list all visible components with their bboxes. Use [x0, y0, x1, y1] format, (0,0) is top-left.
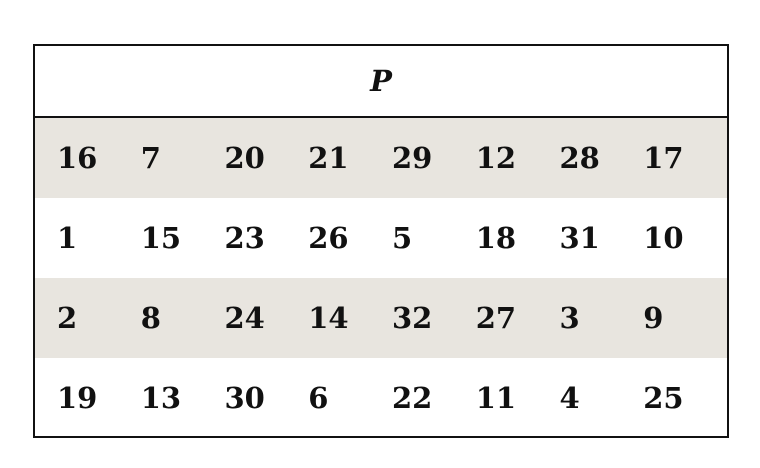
- table-cell: 16: [57, 140, 98, 175]
- table-cell: 5: [392, 220, 413, 255]
- table-cell: 6: [308, 380, 329, 415]
- table-cell: 11: [475, 380, 517, 415]
- table-cell: 1: [57, 220, 78, 255]
- table-cell: 3: [559, 300, 580, 335]
- table-cell: 12: [475, 140, 517, 175]
- table-cell: 27: [475, 300, 517, 335]
- permutation-table: P 16 7 20 21 29 12 28 17 1 15 23 26 5 18…: [33, 44, 729, 438]
- table-cell: 14: [308, 300, 349, 335]
- table-cell: 26: [308, 220, 349, 255]
- table-cell: 10: [643, 220, 684, 255]
- table-cell: 2: [57, 300, 78, 335]
- table-cell: 7: [140, 140, 161, 175]
- table-row: 2 8 24 14 32 27 3 9: [35, 278, 727, 358]
- table-cell: 4: [559, 380, 580, 415]
- table-cell: 31: [559, 220, 600, 255]
- table-cell: 28: [559, 140, 600, 175]
- table-cell: 13: [140, 380, 182, 415]
- table-cell: 22: [392, 380, 433, 415]
- table-cell: 9: [643, 300, 664, 335]
- table-header: P: [35, 46, 727, 118]
- table-cell: 32: [392, 300, 433, 335]
- table-cell: 19: [57, 380, 98, 415]
- table-cell: 21: [308, 140, 349, 175]
- table-title: P: [370, 64, 392, 98]
- table-row: 1 15 23 26 5 18 31 10: [35, 198, 727, 278]
- table-cell: 8: [140, 300, 161, 335]
- table-cell: 25: [643, 380, 684, 415]
- table-row: 16 7 20 21 29 12 28 17: [35, 118, 727, 198]
- table-cell: 15: [140, 220, 182, 255]
- table-cell: 24: [224, 300, 265, 335]
- table-row: 19 13 30 6 22 11 4 25: [35, 358, 727, 438]
- table-cell: 23: [224, 220, 265, 255]
- table-cell: 18: [475, 220, 517, 255]
- table-cell: 29: [392, 140, 433, 175]
- table-cell: 20: [224, 140, 265, 175]
- table-cell: 30: [224, 380, 265, 415]
- table-cell: 17: [643, 140, 684, 175]
